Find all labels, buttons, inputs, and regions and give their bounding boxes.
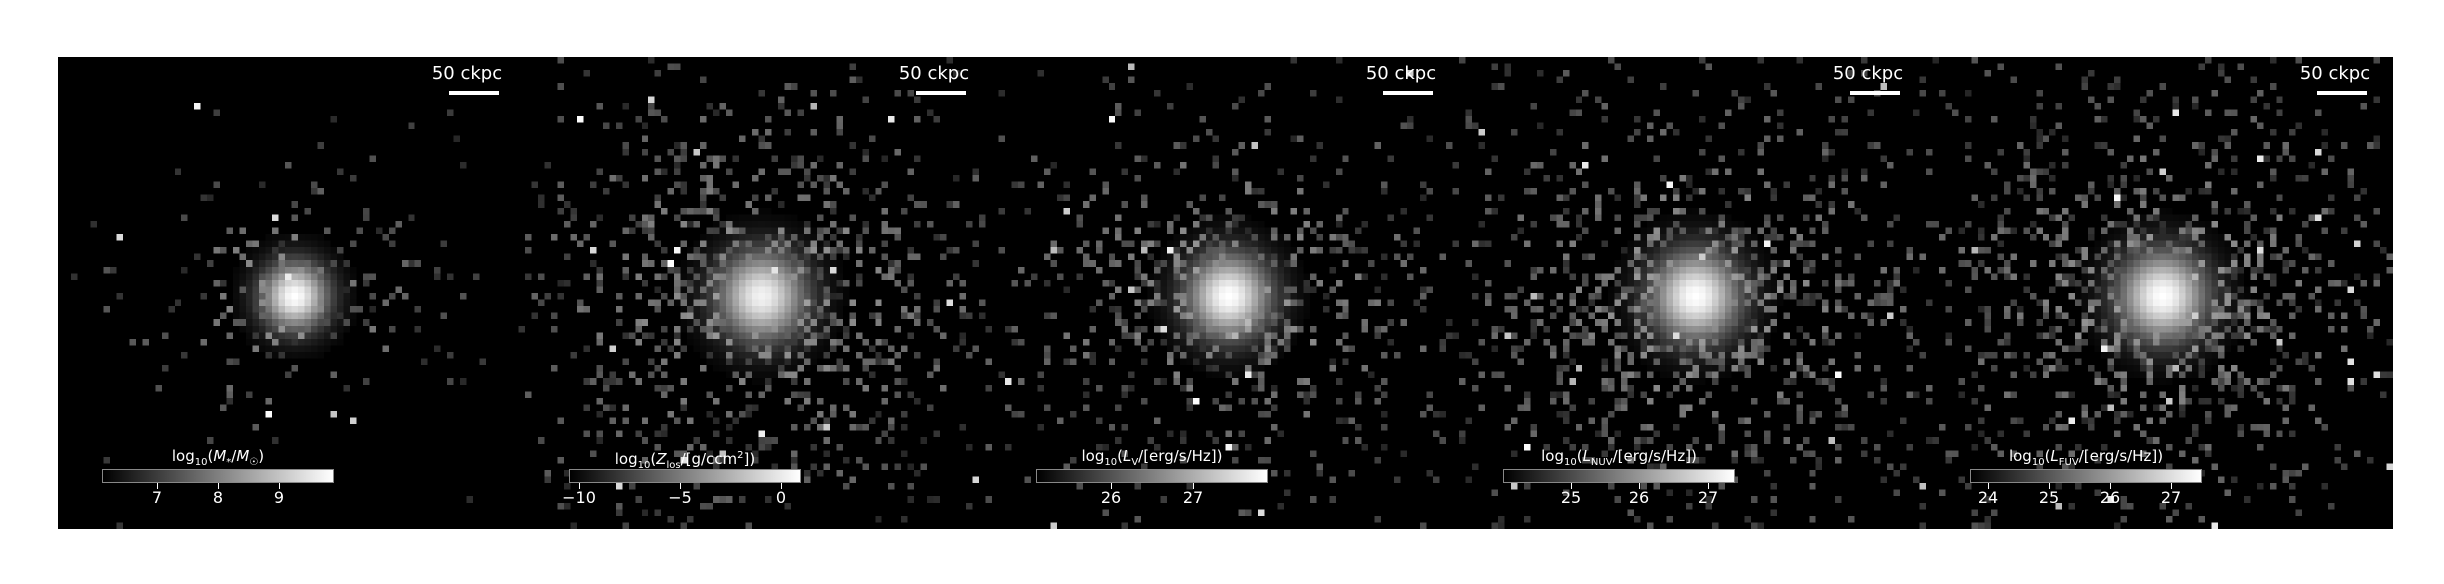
colorbar-gradient bbox=[1970, 469, 2202, 483]
scale-bar-label: 50 ckpc bbox=[2299, 63, 2371, 84]
scale-bar bbox=[1383, 91, 1433, 95]
colorbar-title: log10(LNUV/[erg/s/Hz]) bbox=[1541, 447, 1697, 468]
colorbar-tick bbox=[579, 483, 580, 489]
luminosity-nuv-map bbox=[1459, 57, 1926, 529]
stellar-mass-map bbox=[58, 57, 525, 529]
panel-luminosity-nuv: 50 ckpc log10(LNUV/[erg/s/Hz]) 25 26 27 bbox=[1459, 57, 1926, 529]
colorbar-tick-label: 26 bbox=[1628, 488, 1650, 507]
colorbar-tick-label: 27 bbox=[1697, 488, 1719, 507]
scale-bar bbox=[1850, 91, 1900, 95]
colorbar-tick bbox=[1193, 483, 1194, 489]
colorbar-tick bbox=[157, 483, 158, 489]
colorbar-title: log10(M*/M☉) bbox=[171, 447, 265, 468]
panel-metallicity: 50 ckpc log10(Zlos/[g/ccm2]) −10 −5 0 bbox=[525, 57, 992, 529]
colorbar-tick-label: 24 bbox=[1977, 488, 1999, 507]
colorbar-tick bbox=[1708, 483, 1709, 489]
colorbar-gradient bbox=[102, 469, 334, 483]
colorbar-title: log10(LV/[erg/s/Hz]) bbox=[1081, 447, 1223, 468]
scale-bar-label: 50 ckpc bbox=[898, 63, 970, 84]
colorbar-tick bbox=[2049, 483, 2050, 489]
colorbar-title: log10(LFUV/[erg/s/Hz]) bbox=[2008, 447, 2164, 468]
colorbar-tick-label: 27 bbox=[2160, 488, 2182, 507]
colorbar-tick bbox=[2110, 483, 2111, 489]
colorbar: log10(LNUV/[erg/s/Hz]) 25 26 27 bbox=[1503, 447, 1735, 507]
colorbar-tick-label: 8 bbox=[212, 488, 224, 507]
panel-luminosity-fuv: 50 ckpc log10(LFUV/[erg/s/Hz]) 24 25 26 27 bbox=[1926, 57, 2393, 529]
metallicity-map bbox=[525, 57, 992, 529]
colorbar-tick-label: −5 bbox=[668, 488, 692, 507]
scale-bar-label: 50 ckpc bbox=[1365, 63, 1437, 84]
colorbar-gradient bbox=[569, 469, 801, 483]
colorbar: log10(Zlos/[g/ccm2]) −10 −5 0 bbox=[562, 447, 801, 507]
colorbar: log10(LFUV/[erg/s/Hz]) 24 25 26 27 bbox=[1970, 447, 2202, 507]
colorbar-tick bbox=[680, 483, 681, 489]
colorbar-gradient bbox=[1036, 469, 1268, 483]
scale-bar bbox=[916, 91, 966, 95]
colorbar-tick bbox=[1571, 483, 1572, 489]
colorbar-tick-label: 7 bbox=[151, 488, 163, 507]
colorbar-tick-label: 26 bbox=[2099, 488, 2121, 507]
colorbar-tick bbox=[218, 483, 219, 489]
colorbar-tick-label: 27 bbox=[1182, 488, 1204, 507]
colorbar-tick-label: −10 bbox=[562, 488, 596, 507]
scale-bar bbox=[449, 91, 499, 95]
colorbar-tick-label: 0 bbox=[775, 488, 787, 507]
colorbar-gradient bbox=[1503, 469, 1735, 483]
colorbar-tick bbox=[1639, 483, 1640, 489]
luminosity-v-map bbox=[992, 57, 1459, 529]
colorbar-tick-label: 25 bbox=[2038, 488, 2060, 507]
scale-bar-label: 50 ckpc bbox=[1832, 63, 1904, 84]
scale-bar-label: 50 ckpc bbox=[431, 63, 503, 84]
colorbar-title: log10(Zlos/[g/ccm2]) bbox=[614, 450, 756, 471]
colorbar: log10(LV/[erg/s/Hz]) 26 27 bbox=[1036, 447, 1268, 507]
colorbar: log10(M*/M☉) 7 8 9 bbox=[102, 447, 334, 507]
colorbar-tick-label: 26 bbox=[1100, 488, 1122, 507]
panel-stellar-mass: 50 ckpc log10(M*/M☉) 7 8 9 bbox=[58, 57, 525, 529]
panel-luminosity-v: 50 ckpc log10(LV/[erg/s/Hz]) 26 27 bbox=[992, 57, 1459, 529]
colorbar-tick bbox=[2171, 483, 2172, 489]
colorbar-tick bbox=[279, 483, 280, 489]
colorbar-tick bbox=[781, 483, 782, 489]
colorbar-tick bbox=[1988, 483, 1989, 489]
scale-bar bbox=[2317, 91, 2367, 95]
luminosity-fuv-map bbox=[1926, 57, 2393, 529]
colorbar-tick-label: 25 bbox=[1560, 488, 1582, 507]
colorbar-tick bbox=[1111, 483, 1112, 489]
colorbar-tick-label: 9 bbox=[273, 488, 285, 507]
